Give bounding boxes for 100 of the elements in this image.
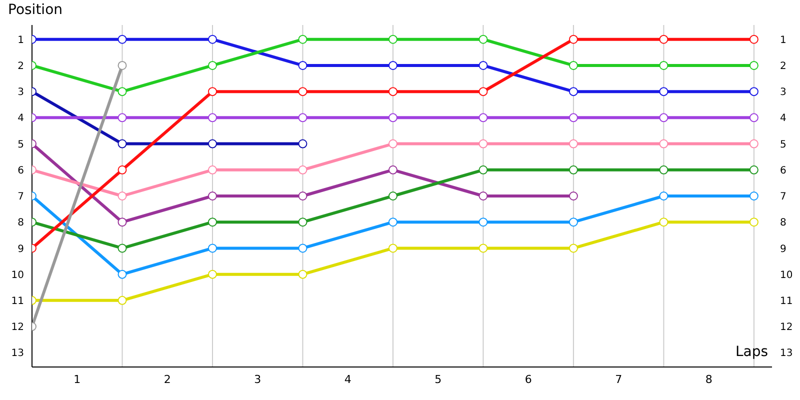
y-tick-label: 4 bbox=[18, 113, 24, 124]
point bbox=[208, 165, 217, 174]
point bbox=[749, 139, 758, 148]
point bbox=[388, 244, 398, 253]
point bbox=[208, 192, 217, 200]
x-tick-label: 1 bbox=[74, 372, 81, 386]
point bbox=[568, 218, 578, 227]
point bbox=[478, 139, 488, 148]
y2-tick-label: 4 bbox=[780, 113, 786, 124]
point bbox=[749, 192, 758, 200]
point bbox=[208, 244, 217, 253]
y-tick-label: 6 bbox=[18, 165, 24, 176]
point bbox=[478, 60, 488, 70]
point bbox=[478, 244, 488, 253]
point bbox=[659, 34, 668, 44]
point bbox=[478, 34, 488, 44]
point bbox=[568, 192, 578, 200]
y2-tick-label: 9 bbox=[780, 244, 786, 255]
point bbox=[568, 87, 578, 96]
point bbox=[659, 218, 668, 227]
y-axis-title: Position bbox=[8, 2, 63, 18]
point bbox=[208, 113, 217, 122]
point bbox=[298, 192, 308, 200]
point bbox=[298, 113, 308, 122]
point bbox=[118, 192, 127, 200]
point bbox=[478, 113, 488, 122]
y2-tick-label: 7 bbox=[780, 192, 786, 203]
point bbox=[749, 87, 758, 96]
point bbox=[568, 113, 578, 122]
point bbox=[118, 296, 127, 305]
point bbox=[298, 34, 308, 44]
point bbox=[749, 165, 758, 174]
point bbox=[478, 87, 488, 96]
point bbox=[659, 87, 668, 96]
y-tick-label: 11 bbox=[11, 296, 24, 307]
y-tick-label: 13 bbox=[11, 348, 24, 360]
point bbox=[118, 87, 127, 96]
y2-tick-label: 11 bbox=[780, 296, 793, 307]
point bbox=[749, 34, 758, 44]
y-tick-label: 7 bbox=[18, 192, 24, 203]
point bbox=[388, 218, 398, 227]
y-tick-label: 1 bbox=[18, 34, 24, 46]
point bbox=[118, 165, 127, 174]
y-tick-label: 10 bbox=[11, 270, 24, 281]
point bbox=[298, 270, 308, 279]
point bbox=[118, 34, 127, 44]
y-tick-label: 5 bbox=[18, 139, 24, 150]
point bbox=[568, 34, 578, 44]
point bbox=[208, 270, 217, 279]
y2-tick-label: 10 bbox=[780, 270, 793, 281]
point bbox=[749, 60, 758, 70]
x-axis-title: Laps bbox=[735, 344, 768, 360]
x-tick-label: 6 bbox=[524, 372, 532, 386]
point bbox=[298, 244, 308, 253]
point bbox=[118, 270, 127, 279]
point bbox=[298, 87, 308, 96]
point bbox=[298, 139, 308, 148]
point bbox=[208, 139, 217, 148]
point bbox=[298, 218, 308, 227]
point bbox=[388, 87, 398, 96]
point bbox=[478, 218, 488, 227]
x-tick-label: 3 bbox=[254, 372, 262, 386]
point bbox=[208, 60, 217, 70]
point bbox=[388, 165, 398, 174]
point bbox=[118, 218, 127, 227]
point bbox=[749, 113, 758, 122]
y2-tick-label: 12 bbox=[780, 322, 793, 334]
y2-tick-label: 2 bbox=[780, 61, 786, 72]
point bbox=[749, 218, 758, 227]
y2-tick-label: 13 bbox=[780, 348, 793, 360]
point bbox=[118, 139, 127, 148]
y2-tick-label: 6 bbox=[780, 165, 786, 176]
point bbox=[298, 60, 308, 70]
point bbox=[568, 139, 578, 148]
y-tick-label: 9 bbox=[18, 244, 24, 255]
y-tick-label: 12 bbox=[11, 322, 24, 334]
point bbox=[568, 60, 578, 70]
point bbox=[659, 192, 668, 200]
x-tick-label: 2 bbox=[164, 372, 171, 386]
y2-tick-label: 8 bbox=[780, 218, 786, 229]
x-tick-label: 4 bbox=[344, 372, 352, 386]
point bbox=[298, 165, 308, 174]
point bbox=[659, 165, 668, 174]
x-tick-label: 7 bbox=[615, 372, 622, 386]
y2-tick-label: 1 bbox=[780, 34, 786, 46]
point bbox=[118, 113, 127, 122]
point bbox=[208, 87, 217, 96]
point bbox=[208, 34, 217, 44]
y-tick-label: 8 bbox=[18, 218, 24, 229]
y-tick-label: 3 bbox=[18, 87, 24, 98]
x-tick-label: 5 bbox=[434, 372, 442, 386]
point bbox=[208, 218, 217, 227]
y2-tick-label: 5 bbox=[780, 139, 786, 150]
y2-tick-label: 3 bbox=[780, 87, 786, 98]
point bbox=[388, 113, 398, 122]
point bbox=[478, 192, 488, 200]
point bbox=[388, 192, 398, 200]
point bbox=[568, 165, 578, 174]
point bbox=[118, 244, 127, 253]
point bbox=[568, 244, 578, 253]
